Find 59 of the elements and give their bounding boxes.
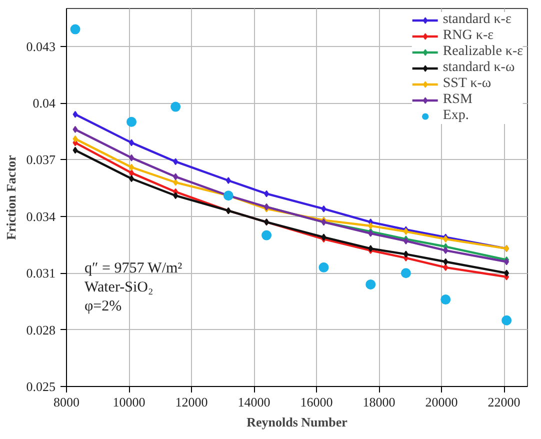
point bbox=[173, 178, 178, 186]
x-tick-label: 10000 bbox=[112, 394, 146, 410]
point bbox=[403, 250, 408, 258]
point bbox=[72, 135, 78, 142]
point bbox=[129, 175, 134, 182]
point bbox=[72, 126, 78, 133]
y-tick-label: 0.025 bbox=[26, 379, 56, 394]
point bbox=[366, 279, 376, 290]
y-tick-label: 0.043 bbox=[26, 38, 56, 54]
point bbox=[443, 258, 448, 266]
point bbox=[70, 24, 80, 34]
point bbox=[72, 146, 78, 154]
point bbox=[264, 190, 270, 198]
point bbox=[223, 190, 234, 201]
point bbox=[321, 205, 326, 212]
point bbox=[368, 222, 374, 230]
x-tick-label: 12000 bbox=[175, 394, 208, 410]
legend-label: RNG κ-ε bbox=[442, 28, 494, 44]
point bbox=[129, 154, 134, 162]
legend-label: Realizable κ-ε bbox=[442, 44, 523, 60]
annotation: Water-SiO₂ bbox=[84, 280, 154, 296]
x-tick-label: 20000 bbox=[425, 394, 458, 410]
point bbox=[443, 264, 448, 271]
point bbox=[126, 116, 137, 127]
point bbox=[173, 192, 178, 200]
point bbox=[443, 246, 448, 254]
legend-label: SST κ-ω bbox=[442, 76, 492, 92]
annotation: q″ = 9757 W/m² bbox=[84, 260, 183, 276]
point bbox=[170, 102, 181, 112]
point bbox=[129, 164, 134, 171]
point bbox=[440, 294, 451, 305]
x-tick-label: 8000 bbox=[54, 394, 80, 410]
point bbox=[262, 230, 272, 240]
y-tick-label: 0.034 bbox=[26, 208, 56, 224]
y-tick-label: 0.028 bbox=[26, 322, 56, 338]
x-tick-label: 14000 bbox=[238, 394, 270, 410]
y-tick-label: 0.037 bbox=[26, 152, 56, 168]
point bbox=[129, 169, 134, 176]
x-tick-label: 18000 bbox=[362, 394, 396, 410]
legend-label: standard κ-ω bbox=[442, 60, 515, 76]
legend-label: RSM bbox=[442, 92, 472, 108]
point bbox=[72, 110, 78, 118]
x-tick-label: 22000 bbox=[488, 394, 520, 410]
legend-label: Exp. bbox=[442, 108, 469, 124]
annotation: φ=2% bbox=[84, 298, 122, 314]
point bbox=[318, 262, 329, 272]
x-axis-title: Reynolds Number bbox=[246, 414, 348, 430]
legend-label: standard κ-ε bbox=[442, 12, 512, 28]
y-tick-label: 0.04 bbox=[32, 96, 56, 110]
point bbox=[400, 268, 411, 278]
y-tick-label: 0.031 bbox=[26, 266, 56, 281]
point bbox=[129, 139, 134, 146]
x-tick-label: 16000 bbox=[300, 394, 333, 410]
y-axis-title: Friction Factor bbox=[3, 154, 18, 240]
point bbox=[504, 270, 510, 277]
point bbox=[173, 173, 178, 180]
point bbox=[502, 315, 512, 326]
point bbox=[173, 158, 178, 166]
point bbox=[226, 176, 231, 184]
